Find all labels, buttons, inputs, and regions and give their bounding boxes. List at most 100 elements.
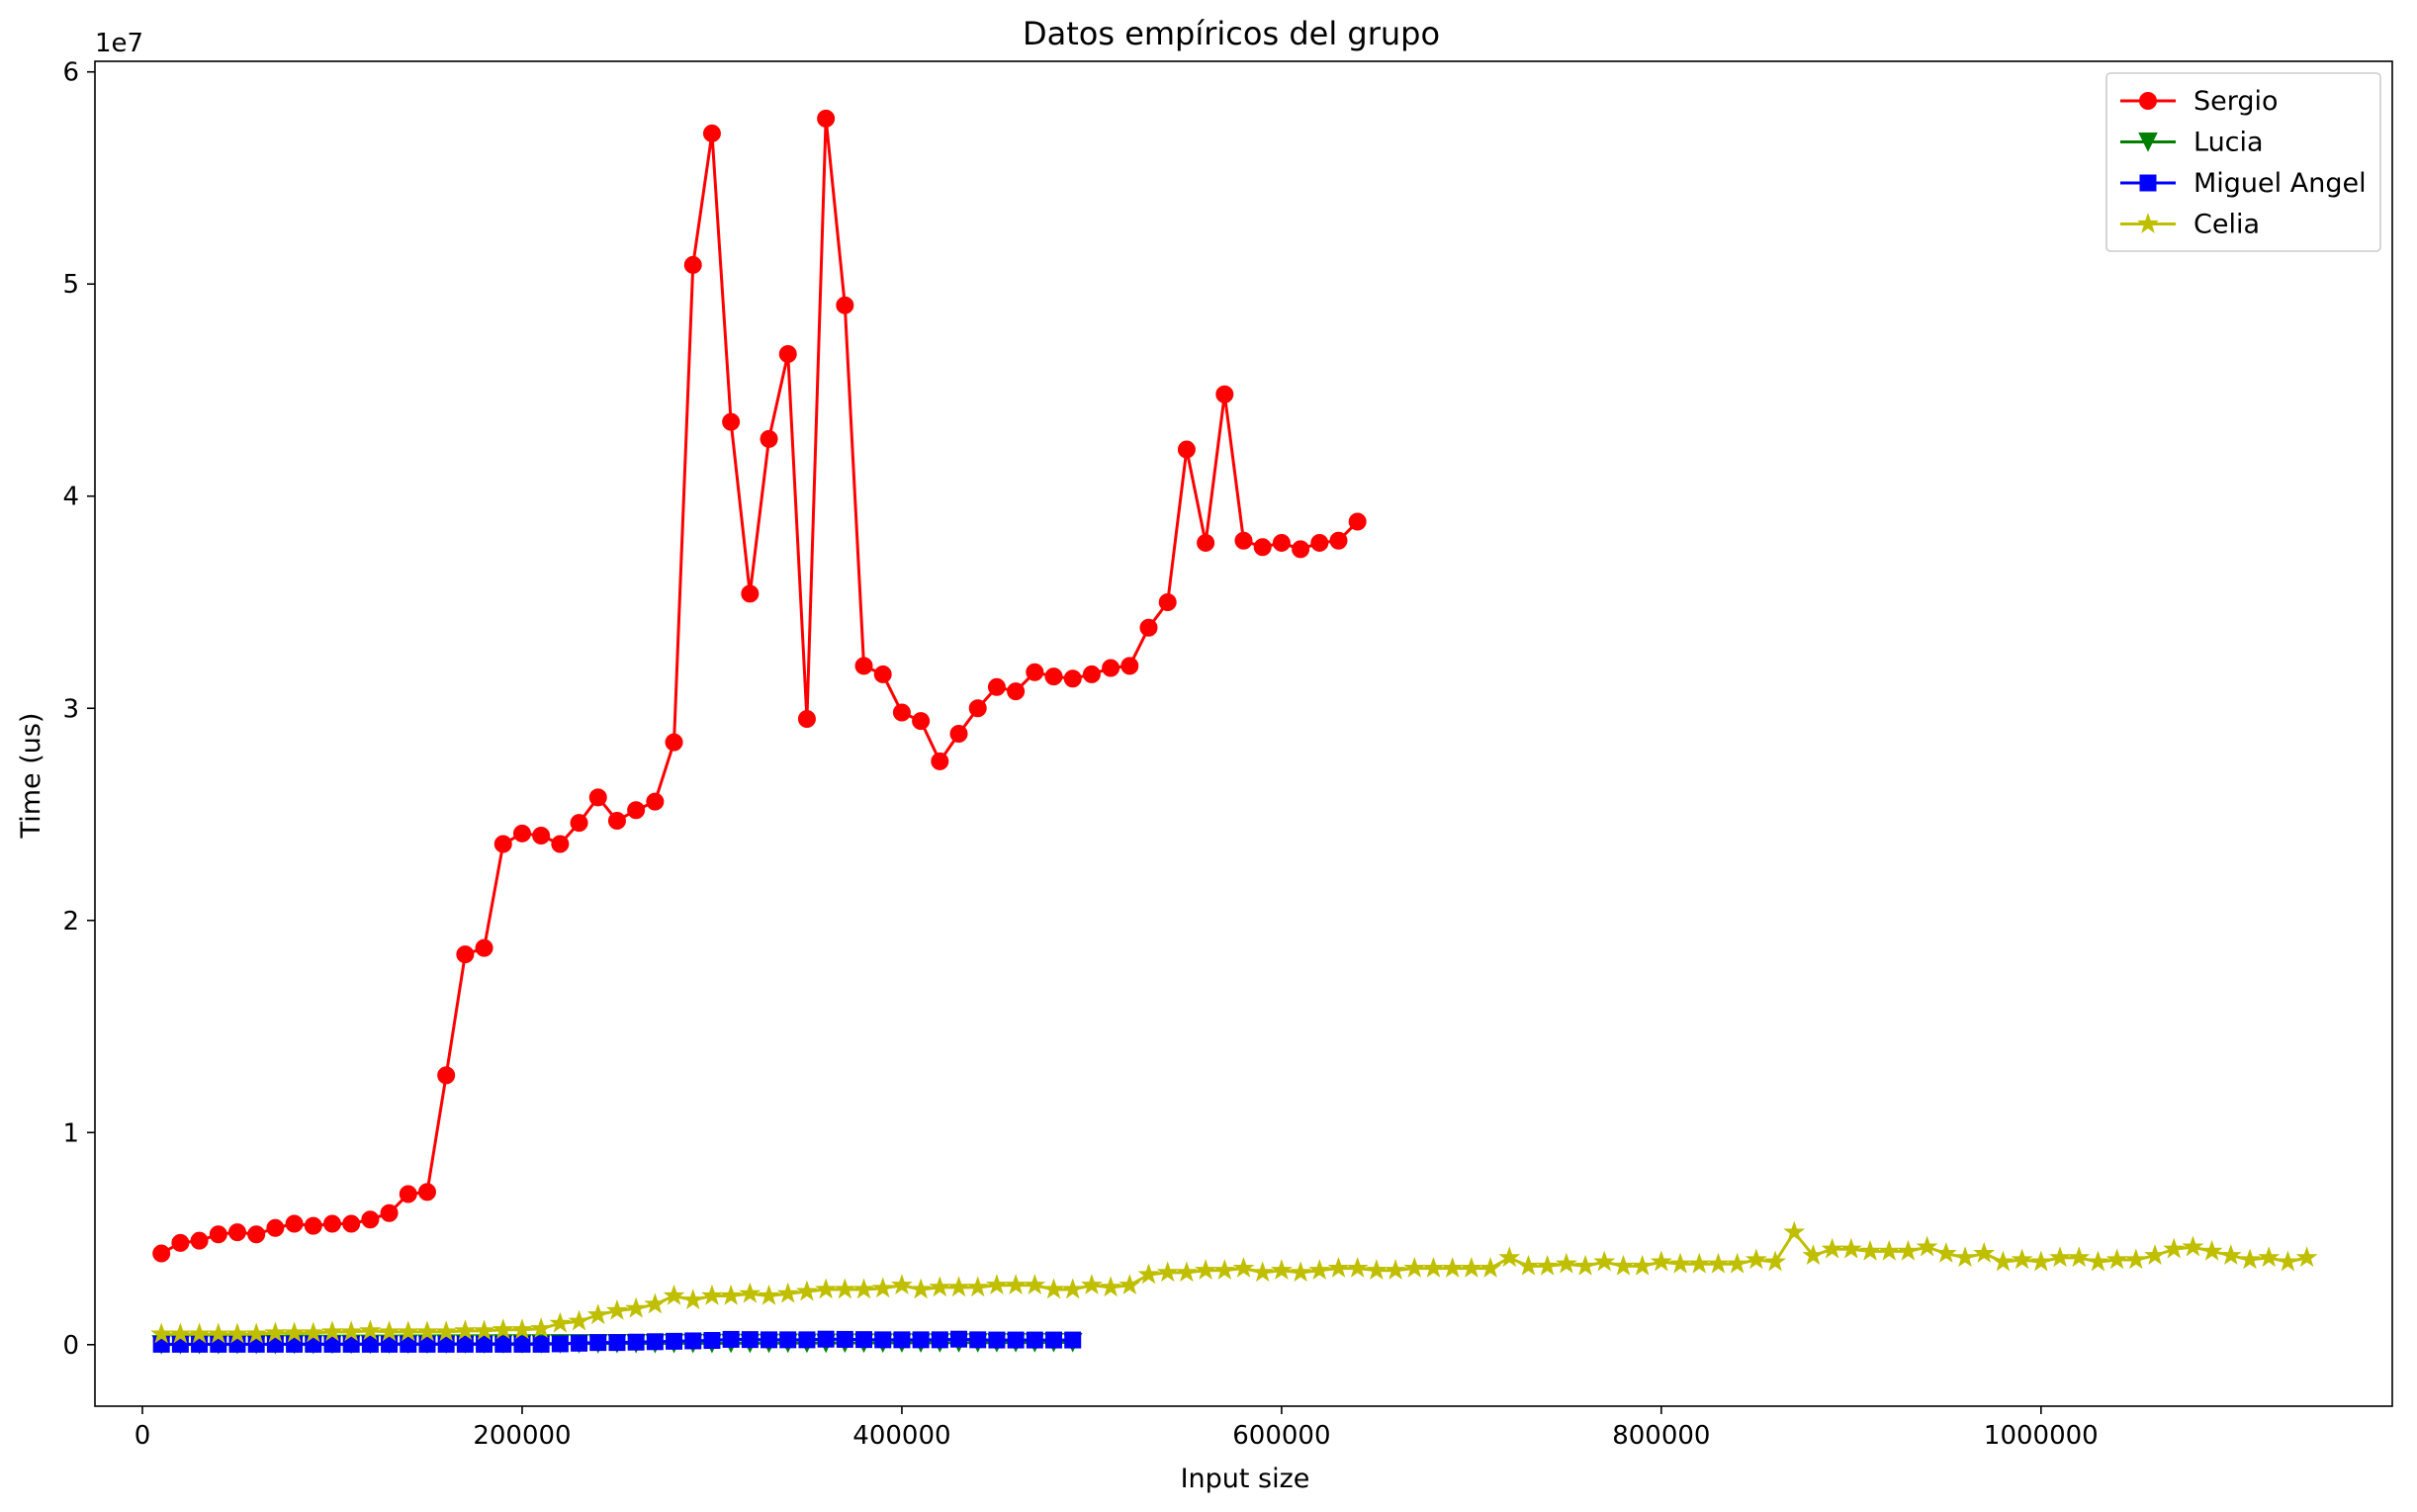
data-point-celia xyxy=(397,1320,419,1342)
data-point-celia xyxy=(2087,1250,2109,1272)
data-point-celia xyxy=(834,1278,856,1299)
y-tick-label: 4 xyxy=(62,483,79,512)
data-point-celia xyxy=(1802,1244,1825,1266)
data-point-celia xyxy=(340,1320,363,1342)
data-point-miguel-angel xyxy=(1007,1331,1025,1349)
data-point-celia xyxy=(2105,1248,2128,1270)
data-point-miguel-angel xyxy=(741,1331,759,1349)
data-point-celia xyxy=(2011,1248,2033,1270)
data-point-celia xyxy=(473,1319,495,1341)
y-tick-label: 6 xyxy=(62,58,79,88)
data-point-miguel-angel xyxy=(494,1335,512,1353)
data-point-sergio xyxy=(1348,512,1367,531)
legend-label: Sergio xyxy=(2193,86,2279,117)
data-point-celia xyxy=(2068,1246,2091,1268)
series-celia xyxy=(150,1220,2318,1344)
data-point-celia xyxy=(1403,1257,1426,1278)
data-point-celia xyxy=(871,1277,894,1298)
data-point-celia xyxy=(966,1276,989,1297)
data-point-celia xyxy=(1042,1278,1065,1299)
data-point-celia xyxy=(720,1284,743,1305)
data-point-celia xyxy=(1688,1252,1711,1274)
data-point-miguel-angel xyxy=(1026,1331,1043,1349)
data-point-celia xyxy=(1080,1274,1103,1295)
data-point-miguel-angel xyxy=(571,1334,588,1352)
data-point-celia xyxy=(1270,1259,1293,1281)
data-point-celia xyxy=(1460,1257,1482,1278)
data-point-sergio xyxy=(912,712,931,731)
data-point-sergio xyxy=(1234,531,1253,550)
data-point-miguel-angel xyxy=(361,1335,379,1353)
data-point-miguel-angel xyxy=(666,1332,683,1350)
legend-item-sergio: Sergio xyxy=(2120,86,2279,117)
data-point-sergio xyxy=(551,835,570,853)
data-point-sergio xyxy=(266,1218,285,1237)
y-tick-label: 2 xyxy=(62,907,79,936)
data-point-miguel-angel xyxy=(988,1331,1006,1349)
data-point-celia xyxy=(1024,1274,1046,1295)
data-point-celia xyxy=(1119,1274,1141,1295)
data-point-sergio xyxy=(949,725,968,743)
data-point-miguel-angel xyxy=(703,1332,721,1350)
data-point-miguel-angel xyxy=(779,1331,797,1349)
data-point-miguel-angel xyxy=(247,1335,265,1353)
data-point-sergio xyxy=(227,1223,246,1242)
data-point-celia xyxy=(929,1276,951,1297)
data-point-miguel-angel xyxy=(798,1331,816,1349)
data-point-sergio xyxy=(607,811,626,830)
data-point-sergio xyxy=(493,835,512,853)
data-point-celia xyxy=(169,1322,192,1344)
data-point-sergio xyxy=(1197,533,1215,552)
data-point-miguel-angel xyxy=(191,1335,209,1353)
data-point-celia xyxy=(207,1322,229,1344)
data-point-miguel-angel xyxy=(1064,1331,1082,1349)
data-point-sergio xyxy=(247,1225,266,1244)
data-point-celia xyxy=(321,1320,343,1342)
data-point-sergio xyxy=(683,255,702,274)
data-point-celia xyxy=(1232,1257,1255,1278)
data-point-miguel-angel xyxy=(893,1331,911,1349)
data-point-celia xyxy=(1156,1261,1179,1283)
data-point-sergio xyxy=(475,938,493,957)
data-point-miguel-angel xyxy=(589,1334,607,1352)
y-offset-label: 1e7 xyxy=(95,29,143,58)
data-point-celia xyxy=(700,1284,723,1305)
data-point-celia xyxy=(226,1322,248,1344)
data-point-celia xyxy=(1251,1261,1274,1283)
data-point-miguel-angel xyxy=(627,1333,645,1351)
data-point-sergio xyxy=(665,733,683,752)
data-point-celia xyxy=(985,1274,1008,1295)
data-point-sergio xyxy=(873,665,892,683)
x-tick-label: 400000 xyxy=(852,1421,950,1451)
data-point-miguel-angel xyxy=(836,1330,853,1348)
data-point-celia xyxy=(663,1284,685,1305)
data-point-celia xyxy=(1517,1254,1540,1276)
data-point-miguel-angel xyxy=(855,1331,873,1349)
data-point-miguel-angel xyxy=(646,1333,664,1351)
data-point-celia xyxy=(1175,1261,1198,1283)
data-point-celia xyxy=(2163,1237,2186,1259)
data-point-celia xyxy=(2200,1239,2223,1261)
data-point-celia xyxy=(776,1282,799,1303)
data-point-celia xyxy=(188,1322,211,1344)
data-point-sergio xyxy=(152,1244,171,1263)
data-point-sergio xyxy=(627,801,646,820)
data-point-celia xyxy=(890,1274,913,1295)
data-point-celia xyxy=(359,1319,382,1341)
y-tick-label: 3 xyxy=(62,694,79,724)
chart-title: Datos empíricos del grupo xyxy=(1023,15,1440,52)
y-axis-label: Time (us) xyxy=(16,713,46,840)
data-point-celia xyxy=(758,1284,780,1305)
data-point-sergio xyxy=(968,699,987,718)
data-point-celia xyxy=(1213,1259,1236,1281)
data-point-celia xyxy=(1555,1252,1577,1274)
data-point-celia xyxy=(1574,1254,1597,1276)
data-point-celia xyxy=(2258,1246,2281,1268)
data-point-celia xyxy=(1726,1252,1748,1274)
x-tick-label: 800000 xyxy=(1612,1421,1710,1451)
data-point-sergio xyxy=(1102,659,1120,677)
data-point-celia xyxy=(1821,1237,1843,1259)
data-point-sergio xyxy=(760,429,778,448)
